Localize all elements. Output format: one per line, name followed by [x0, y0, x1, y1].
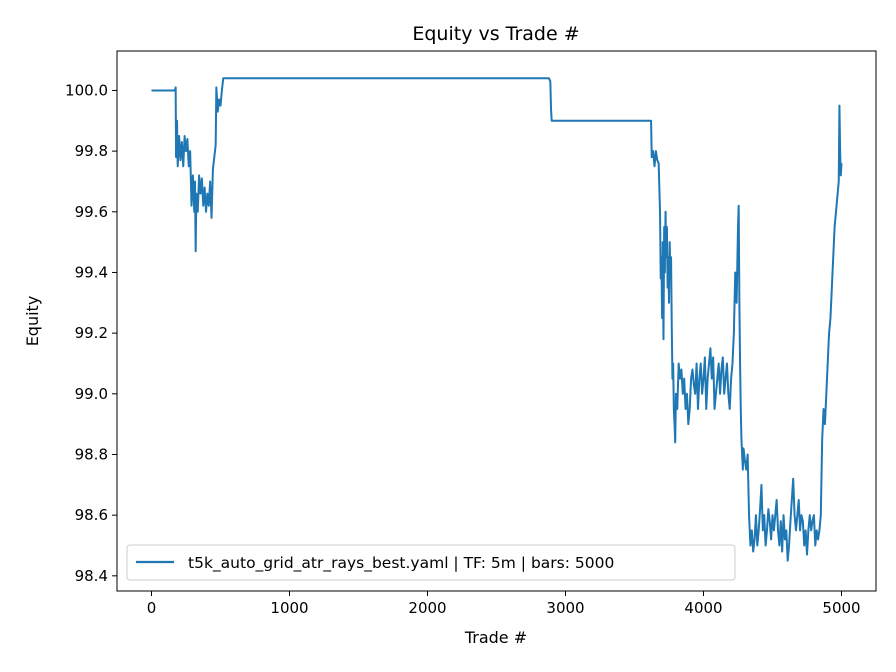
legend-label: t5k_auto_grid_atr_rays_best.yaml | TF: 5… — [188, 554, 614, 573]
plot-frame — [116, 50, 877, 592]
x-tick-label: 4000 — [684, 599, 722, 617]
legend: t5k_auto_grid_atr_rays_best.yaml | TF: 5… — [126, 544, 736, 581]
x-tick-label: 5000 — [822, 599, 860, 617]
y-axis-label: Equity — [23, 296, 42, 347]
y-tick-label: 98.8 — [75, 445, 108, 463]
y-tick-label: 99.4 — [75, 263, 108, 281]
series-layer — [151, 77, 843, 562]
x-tick-label: 2000 — [408, 599, 446, 617]
y-tick-label: 99.2 — [75, 324, 108, 342]
x-axis: 0 1000 2000 3000 4000 5000 — [147, 591, 861, 617]
y-tick-label: 99.6 — [75, 203, 108, 221]
y-tick-label: 100.0 — [65, 81, 108, 99]
x-tick-label: 0 — [147, 599, 157, 617]
x-axis-label: Trade # — [464, 628, 527, 647]
x-tick-label: 3000 — [546, 599, 584, 617]
y-axis: 98.4 98.6 98.8 99.0 99.2 99.4 99.6 99.8 100.0 — [65, 81, 117, 585]
y-tick-label: 99.8 — [75, 142, 108, 160]
y-tick-label: 98.6 — [75, 506, 108, 524]
series-line-0 — [151, 77, 843, 562]
y-tick-label: 99.0 — [75, 385, 108, 403]
x-tick-label: 1000 — [270, 599, 308, 617]
chart-title: Equity vs Trade # — [412, 23, 579, 45]
y-tick-label: 98.4 — [75, 567, 108, 585]
legend-box — [126, 544, 736, 581]
